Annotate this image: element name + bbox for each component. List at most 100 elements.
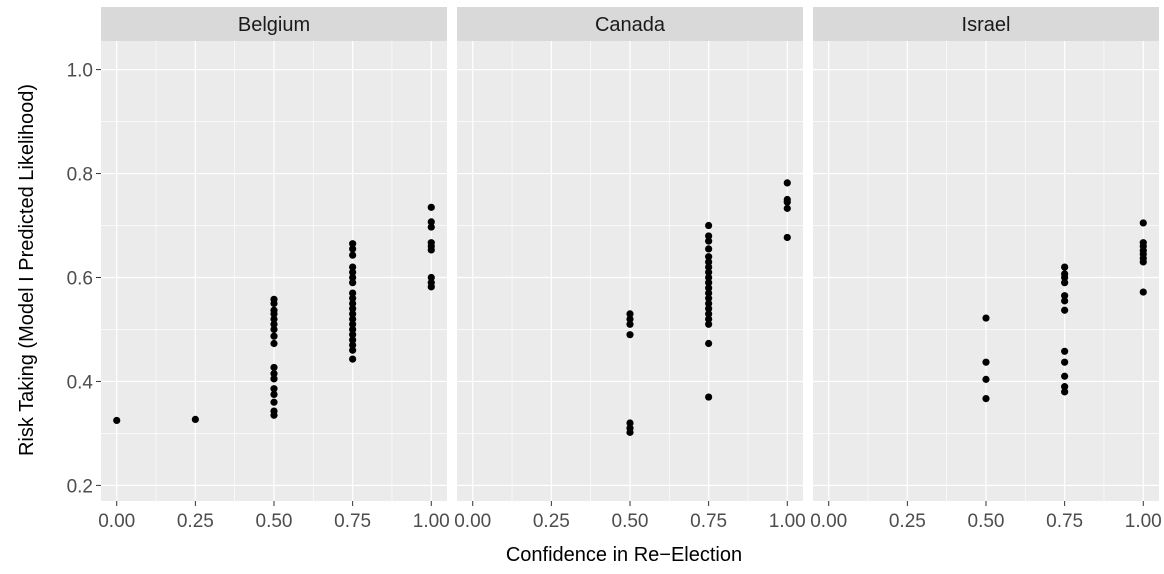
data-point	[427, 273, 435, 282]
data-point	[427, 203, 435, 211]
data-point	[626, 320, 634, 328]
facet-strip-label: Canada	[595, 14, 666, 36]
data-point	[705, 245, 713, 253]
data-point	[783, 195, 791, 204]
data-point	[427, 239, 435, 247]
data-point	[705, 339, 713, 348]
y-tick-label: 0.4	[67, 372, 94, 393]
x-tick-label: 0.00	[98, 511, 135, 532]
data-point	[705, 315, 713, 323]
data-point	[1139, 239, 1147, 247]
facet-strip-label: Belgium	[238, 14, 310, 36]
x-tick-label: 0.25	[889, 511, 926, 532]
data-point	[705, 305, 713, 313]
data-point	[626, 310, 634, 318]
data-point	[349, 279, 357, 287]
data-point	[270, 295, 278, 303]
data-point	[113, 416, 121, 425]
data-point	[349, 251, 357, 259]
data-point	[349, 305, 357, 313]
data-point	[1061, 372, 1069, 380]
data-point	[270, 398, 278, 406]
data-point	[783, 233, 791, 242]
y-tick-label: 0.2	[67, 476, 93, 497]
data-point	[349, 263, 357, 271]
data-point	[705, 310, 713, 318]
data-point	[349, 325, 357, 334]
data-point	[349, 289, 357, 297]
panel-belgium: Belgium	[101, 7, 447, 501]
y-tick-label: 1.0	[67, 61, 93, 82]
data-point	[1061, 263, 1069, 271]
data-point	[427, 279, 435, 287]
data-point	[349, 315, 357, 323]
x-tick-label: 0.00	[454, 511, 491, 532]
facet-strip	[813, 7, 1159, 41]
x-tick-label: 0.25	[177, 511, 214, 532]
x-axis-title: Confidence in Re−Election	[506, 544, 742, 566]
data-point	[705, 258, 713, 266]
data-point	[1061, 383, 1069, 391]
data-point	[349, 240, 357, 248]
data-point	[270, 407, 278, 415]
data-point	[982, 314, 990, 322]
data-point	[270, 363, 278, 372]
data-point	[705, 268, 713, 276]
data-point	[270, 325, 278, 334]
data-point	[270, 385, 278, 393]
data-point	[270, 370, 278, 378]
data-point	[349, 331, 357, 339]
data-point	[705, 289, 713, 297]
data-point	[705, 284, 713, 292]
data-point	[270, 332, 278, 340]
data-point	[349, 346, 357, 354]
data-point	[626, 331, 634, 339]
data-point	[349, 336, 357, 344]
data-point	[349, 294, 357, 302]
data-point	[705, 294, 713, 302]
x-tick-label: 1.00	[769, 511, 806, 532]
x-axis: 0.00 0.25 0.50 0.75 1.00 0.00 0.25 0.50 0.75 1.00…	[98, 501, 1162, 532]
data-point	[705, 273, 713, 282]
data-point	[1139, 288, 1147, 296]
data-point	[1061, 358, 1069, 366]
x-tick-label: 0.75	[690, 511, 727, 532]
data-point	[982, 358, 990, 366]
data-point	[705, 320, 713, 328]
data-point	[705, 237, 713, 245]
data-point	[783, 204, 791, 212]
panel-israel: Israel	[813, 7, 1159, 501]
data-point	[626, 424, 634, 432]
data-point	[705, 232, 713, 240]
x-tick-label: 1.00	[413, 511, 450, 532]
data-point	[1061, 297, 1069, 305]
data-point	[705, 279, 713, 287]
x-tick-label: 0.75	[334, 511, 371, 532]
data-point	[1061, 270, 1069, 278]
data-point	[270, 320, 278, 328]
data-point	[1061, 306, 1069, 314]
data-point	[1061, 279, 1069, 287]
facet-strip	[457, 7, 803, 41]
data-point	[270, 375, 278, 383]
data-point	[349, 341, 357, 349]
data-point	[705, 393, 713, 401]
y-axis: 0.2 0.4 0.6 0.8 1.0	[67, 61, 101, 497]
data-point	[1061, 388, 1069, 396]
x-tick-label: 0.25	[533, 511, 570, 532]
data-point	[270, 339, 278, 348]
data-point	[349, 299, 357, 308]
y-axis-title: Risk Taking (Model I Predicted Likelihoo…	[16, 84, 38, 456]
data-point	[1139, 219, 1147, 227]
data-point	[349, 355, 357, 363]
facet-strip-label: Israel	[962, 14, 1011, 36]
data-point	[349, 268, 357, 276]
data-point	[705, 253, 713, 261]
y-tick-label: 0.8	[67, 165, 93, 186]
data-point	[1061, 347, 1069, 355]
data-point	[982, 375, 990, 383]
x-tick-label: 0.00	[810, 511, 847, 532]
data-point	[349, 245, 357, 253]
data-point	[427, 223, 435, 231]
